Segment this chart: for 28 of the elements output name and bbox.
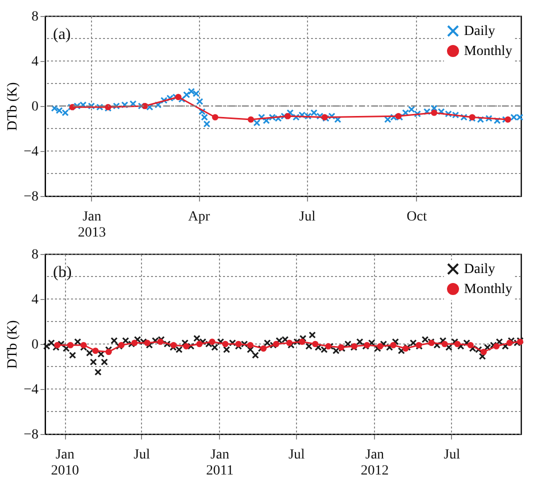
x-tick-label: Jul bbox=[444, 448, 460, 462]
y-tick-label: 4 bbox=[32, 54, 38, 70]
y-tick-label: 8 bbox=[32, 248, 38, 262]
legend-label: Daily bbox=[464, 24, 496, 39]
legend-label: Monthly bbox=[464, 44, 512, 59]
annotation: (b) bbox=[53, 264, 72, 281]
x-tick-label: Jul bbox=[299, 210, 316, 224]
x-tick-label: Jan 2011 bbox=[206, 448, 234, 478]
x-tick-label: Jul bbox=[134, 448, 150, 462]
y-tick-label: 0 bbox=[32, 338, 38, 352]
y-tick-label: −4 bbox=[24, 144, 38, 160]
x-tick-label: Jan 2012 bbox=[360, 448, 389, 478]
y-tick-label: 0 bbox=[32, 100, 38, 114]
x-tick-label: Jan 2013 bbox=[78, 210, 106, 240]
x-tick-label: Jan 2010 bbox=[51, 448, 80, 478]
y-tick-label: −4 bbox=[24, 382, 38, 398]
x-tick-label: Oct bbox=[406, 210, 427, 224]
y-axis-title: DTb (K) bbox=[6, 82, 21, 131]
y-axis-title: DTb (K) bbox=[6, 320, 21, 369]
x-tick-label: Apr bbox=[188, 210, 210, 224]
y-tick-label: 8 bbox=[32, 10, 38, 24]
legend-label: Monthly bbox=[464, 282, 512, 297]
annotation: (a) bbox=[53, 26, 71, 43]
y-tick-label: 4 bbox=[32, 292, 38, 308]
y-tick-label: −8 bbox=[24, 190, 38, 204]
y-tick-label: −8 bbox=[24, 428, 38, 442]
legend-label: Daily bbox=[464, 262, 496, 277]
x-tick-label: Jul bbox=[288, 448, 305, 462]
